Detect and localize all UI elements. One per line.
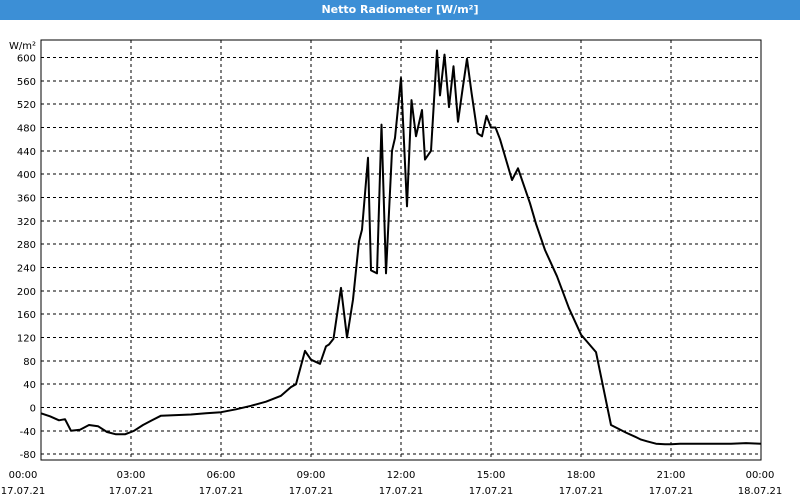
x-tick-date: 17.07.21	[289, 486, 334, 497]
y-tick-label: 120	[17, 334, 36, 345]
window-title: Netto Radiometer [W/m²]	[0, 0, 800, 20]
grid	[41, 40, 761, 460]
x-tick-time: 09:00	[297, 470, 326, 481]
x-tick-date: 17.07.21	[469, 486, 514, 497]
x-tick-date: 18.07.21	[738, 486, 783, 497]
y-tick-label: 520	[17, 100, 36, 111]
chart-area: W/m² 600 560 520 480 440 400 360 320 280 240 200 16…	[0, 20, 800, 500]
x-tick-time: 06:00	[207, 470, 236, 481]
x-tick-date: 17.07.21	[109, 486, 154, 497]
y-tick-label: 280	[17, 240, 36, 251]
series	[40, 49, 762, 446]
x-tick-date: 17.07.21	[379, 486, 424, 497]
y-tick-label: 80	[23, 357, 36, 368]
y-tick-label: -80	[20, 450, 36, 461]
y-tick-label: 200	[17, 287, 36, 298]
x-tick-time: 21:00	[657, 470, 686, 481]
y-axis-label: W/m²	[9, 41, 36, 52]
x-tick-date: 17.07.21	[1, 486, 46, 497]
x-tick-date: 17.07.21	[199, 486, 244, 497]
x-tick-time: 03:00	[117, 470, 146, 481]
x-tick-time: 12:00	[387, 470, 416, 481]
axes	[40, 39, 762, 461]
x-tick-time: 00:00	[746, 470, 775, 481]
y-tick-label: 160	[17, 310, 36, 321]
x-tick-time: 15:00	[477, 470, 506, 481]
y-tick-label: 560	[17, 77, 36, 88]
x-tick-date: 17.07.21	[559, 486, 604, 497]
y-tick-label: 440	[17, 147, 36, 158]
x-tick-time: 18:00	[567, 470, 596, 481]
x-tick-date: 17.07.21	[649, 486, 694, 497]
y-tick-label: 0	[30, 404, 36, 415]
y-tick-label: 360	[17, 194, 36, 205]
y-tick-label: -40	[20, 427, 36, 438]
x-tick-time: 00:00	[9, 470, 38, 481]
y-tick-label: 40	[23, 380, 36, 391]
y-tick-label: 480	[17, 124, 36, 135]
tick-labels: 6005605204804404003603202802402001601208…	[1, 54, 783, 498]
line-chart: W/m² 60056052048044040036032028024020016…	[1, 39, 783, 498]
y-tick-label: 240	[17, 264, 36, 275]
y-tick-label: 600	[17, 54, 36, 65]
plot-border	[40, 39, 762, 461]
series-line	[40, 49, 762, 446]
y-tick-label: 320	[17, 217, 36, 228]
y-tick-label: 400	[17, 170, 36, 181]
